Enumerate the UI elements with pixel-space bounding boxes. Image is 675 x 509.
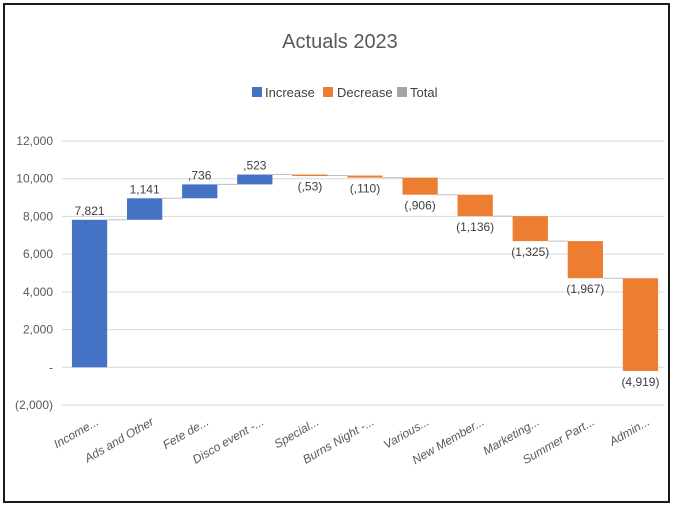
bar <box>567 241 603 279</box>
connectors <box>107 174 623 279</box>
legend-swatch-decrease <box>323 87 333 97</box>
data-label: (1,967) <box>566 282 604 296</box>
data-label: (1,136) <box>456 220 494 234</box>
data-labels: 7,821 1,141 ,736 ,523 (,53) (,110) (,906) (1,13… <box>75 159 660 389</box>
bar <box>347 175 383 178</box>
y-tick-label: (2,000) <box>15 398 53 412</box>
chart-frame <box>3 3 670 503</box>
data-label: (,906) <box>404 199 435 213</box>
y-axis: 12,000 10,000 8,000 6,000 4,000 2,000 - (2,000) <box>15 134 53 412</box>
data-label: (,53) <box>298 180 323 194</box>
bar <box>71 219 108 368</box>
bar <box>182 184 218 199</box>
gridlines <box>62 140 664 406</box>
y-tick-label: 6,000 <box>23 247 53 261</box>
data-label: (,110) <box>350 182 380 196</box>
bars <box>71 174 659 371</box>
data-label: ,736 <box>188 168 212 182</box>
data-label: 7,821 <box>75 204 105 218</box>
y-tick-label: - <box>49 360 53 374</box>
legend-label-decrease: Decrease <box>337 85 393 100</box>
data-label: (4,919) <box>621 375 659 389</box>
bar <box>127 198 163 220</box>
x-tick-label: Admin... <box>606 414 652 449</box>
legend-label-total: Total <box>410 85 438 100</box>
x-axis: Income...Ads and Other Fete de...Disco ev… <box>51 414 652 467</box>
legend: Increase Decrease Total <box>252 85 438 100</box>
bar <box>292 174 328 177</box>
bar <box>237 174 273 185</box>
y-tick-label: 4,000 <box>23 285 53 299</box>
bar <box>457 194 493 217</box>
bar <box>512 216 548 242</box>
y-tick-label: 2,000 <box>23 323 53 337</box>
legend-label-increase: Increase <box>265 85 315 100</box>
bar <box>622 278 659 371</box>
bar <box>402 177 438 195</box>
data-label: (1,325) <box>511 245 549 259</box>
chart-title: Actuals 2023 <box>282 31 398 53</box>
data-label: 1,141 <box>130 182 160 196</box>
y-tick-label: 12,000 <box>16 134 53 148</box>
data-label: ,523 <box>243 159 267 173</box>
y-tick-label: 10,000 <box>16 172 53 186</box>
y-tick-label: 8,000 <box>23 209 53 223</box>
legend-swatch-total <box>397 87 407 97</box>
legend-swatch-increase <box>252 87 262 97</box>
